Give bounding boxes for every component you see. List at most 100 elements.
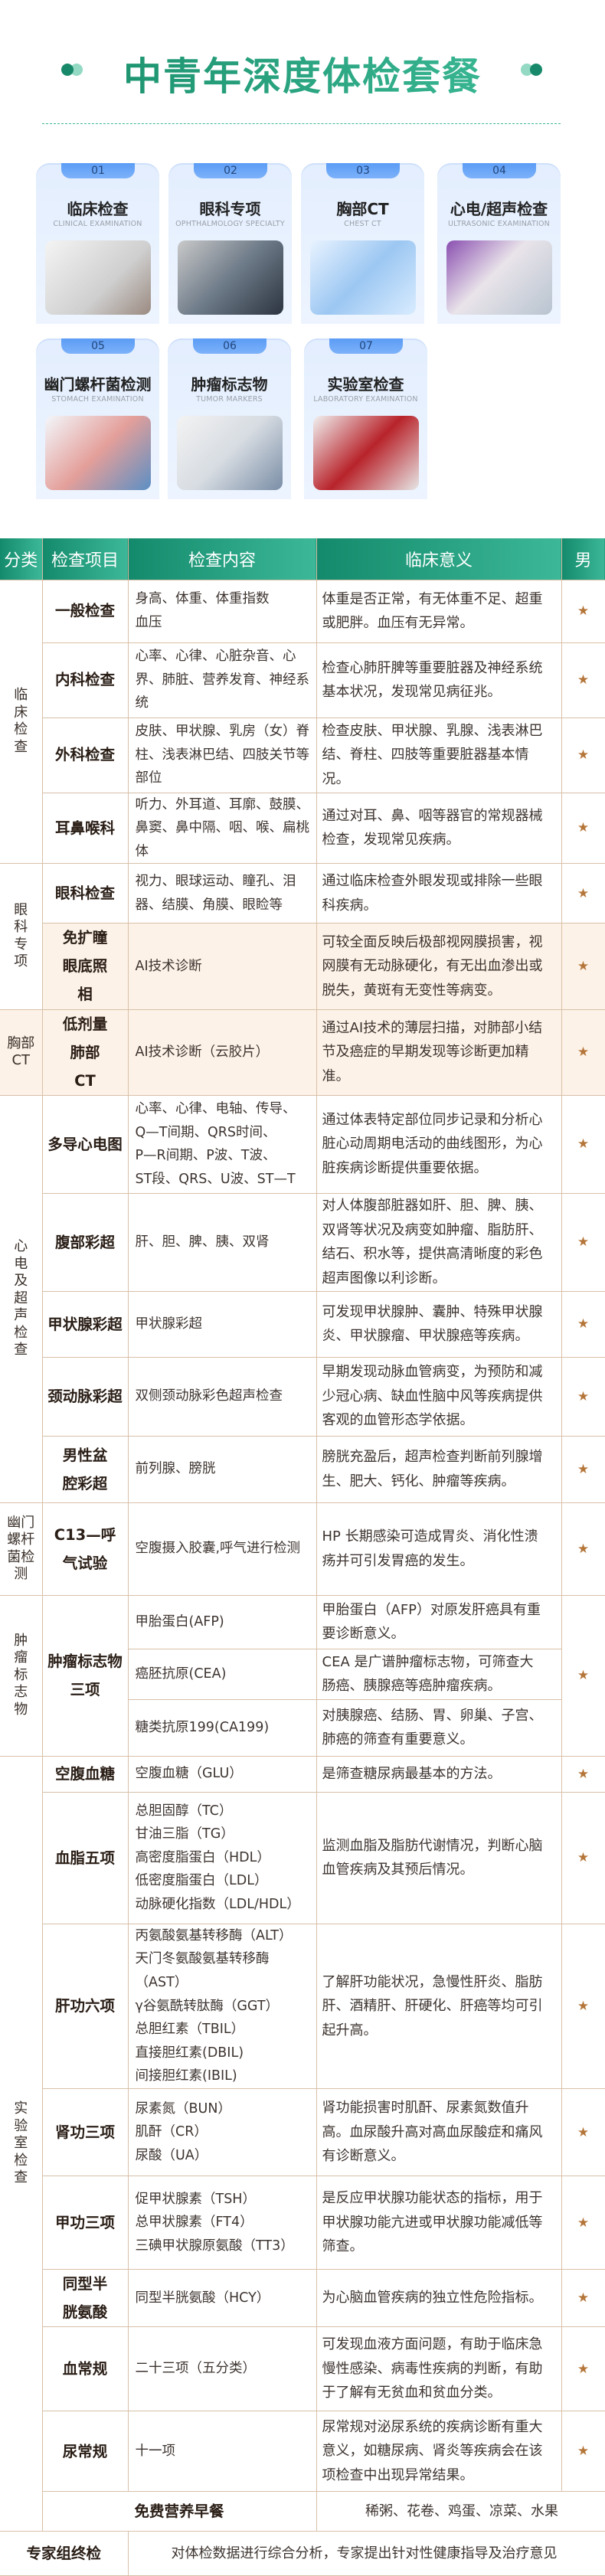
item-label: 甲功三项 xyxy=(54,2214,115,2231)
card-6[interactable]: 06 肿瘤标志物 TUMOR MARKERS xyxy=(168,338,291,499)
star-cell: ★ xyxy=(561,1502,605,1596)
item-cell: 耳鼻喉科 xyxy=(42,792,129,865)
item-label: 免扩瞳眼底照相 xyxy=(62,929,108,1004)
table-row: 肿瘤标志物 肿瘤标志物三项 甲胎蛋白(AFP) 甲胎蛋白（AFP）对原发肝癌具有重要诊… xyxy=(0,1594,605,1757)
item-label: 血脂五项 xyxy=(54,1849,115,1867)
star-icon: ★ xyxy=(577,1461,590,1477)
star-cell: ★ xyxy=(561,923,605,1010)
content-line: 前列腺、膀胱 xyxy=(135,1461,216,1477)
star-icon: ★ xyxy=(577,2444,590,2460)
item-label: 血常规 xyxy=(62,2360,108,2378)
content-line: AI技术诊断（云胶片） xyxy=(135,1044,270,1060)
meaning-cell: 膀胱充盈后，超声检查判断前列腺增生、肥大、钙化、肿瘤等疾病。 xyxy=(316,1435,562,1503)
star-icon: ★ xyxy=(577,672,590,688)
content-line: 甘油三脂（TG） xyxy=(135,1826,234,1842)
card-2[interactable]: 02 眼科专项 OPHTHALMOLOGY SPECIALTY xyxy=(168,163,292,324)
item-cell: 免扩瞳眼底照相 xyxy=(42,923,129,1010)
card-1[interactable]: 01 临床检查 CLINICAL EXAMINATION xyxy=(36,163,159,324)
exam-table: 分类 检查项目 检查内容 临床意义男 临床检查 一般检查 身高、体重、体重指数 血压 体重是否… xyxy=(0,538,605,2576)
card-number: 02 xyxy=(194,163,267,178)
table-row: 男性盆腔彩超 前列腺、膀胱 膀胱充盈后，超声检查判断前列腺增生、肥大、钙化、肿瘤等疾… xyxy=(0,1435,605,1503)
item-label: 肾功三项 xyxy=(54,2123,115,2141)
meaning-cell: HP 长期感染可造成胃炎、消化性溃疡并可引发胃癌的发生。 xyxy=(316,1502,562,1596)
star-cell: ★ xyxy=(561,1356,605,1437)
star-cell: ★ xyxy=(561,1594,605,1757)
meaning-cell: 早期发现动脉血管病变，为预防和减少冠心病、缺血性脑中风等疾病提供客观的血管形态学… xyxy=(316,1356,562,1437)
category-cell: 临床检查 xyxy=(0,579,43,865)
meaning-cell: 对胰腺癌、结肠、胃、卵巢、子宫、肺癌的筛查有重要意义。 xyxy=(316,1698,562,1757)
item-cell: 血常规 xyxy=(42,2326,129,2412)
card-number: 04 xyxy=(463,163,536,178)
star-cell: ★ xyxy=(561,2088,605,2177)
meaning-cell: 通过AI技术的薄层扫描，对肺部小结节及癌症的早期发现等诊断更加精准。 xyxy=(316,1008,562,1096)
item-label: 男性盆腔彩超 xyxy=(62,1446,108,1492)
content-line: 糖类抗原199(CA199) xyxy=(135,1719,270,1735)
star-cell: ★ xyxy=(561,863,605,924)
table-row: 外科检查 皮肤、甲状腺、乳房（女）脊柱、浅表淋巴结、四肢关节等部位 检查皮肤、甲状腺… xyxy=(0,717,605,793)
content-cell: AI技术诊断 xyxy=(127,923,317,1010)
table-row: 免扩瞳眼底照相 AI技术诊断 可较全面反映后极部视网膜损害，视网膜有无动脉硬化，有无… xyxy=(0,923,605,1010)
item-label: 低剂量肺部CT xyxy=(62,1015,108,1090)
item-label: 耳鼻喉科 xyxy=(54,819,115,837)
star-icon: ★ xyxy=(577,2290,590,2306)
content-line: 二十三项（五分类） xyxy=(135,2361,257,2377)
content-line: 皮肤、甲状腺、乳房（女）脊柱、浅表淋巴结、四肢关节等部位 xyxy=(135,724,310,786)
card-number: 01 xyxy=(61,163,135,178)
star-icon: ★ xyxy=(577,1388,590,1404)
header-cell: 临床意义 xyxy=(316,538,562,580)
content-cell: 听力、外耳道、耳廓、鼓膜、鼻窦、鼻中隔、咽、喉、扁桃体 xyxy=(127,792,317,865)
meaning-cell: 为心脑血管疾病的独立性危险指标。 xyxy=(316,2269,562,2328)
meaning-cell: 是筛查糖尿病最基本的方法。 xyxy=(316,1755,562,1793)
content-line: 低密度脂蛋白（LDL） xyxy=(135,1873,268,1889)
star-icon: ★ xyxy=(577,2124,590,2140)
card-7[interactable]: 07 实验室检查 LABORATORY EXAMINATION xyxy=(304,338,427,499)
table-row: 颈动脉彩超 双侧颈动脉彩色超声检查 早期发现动脉血管病变，为预防和减少冠心病、缺血性… xyxy=(0,1356,605,1437)
star-icon: ★ xyxy=(577,820,590,836)
card-subtitle: TUMOR MARKERS xyxy=(196,395,263,404)
content-cell: 肝、胆、脾、胰、双肾 xyxy=(127,1192,317,1292)
extra-label: 专家组终检 xyxy=(0,2531,129,2576)
category-label: 眼科专项 xyxy=(14,901,28,970)
star-icon: ★ xyxy=(577,1998,590,2014)
card-title: 眼科专项 xyxy=(199,200,261,218)
star-cell: ★ xyxy=(561,1755,605,1793)
item-cell: 肾功三项 xyxy=(42,2088,129,2177)
content-line: 心率、心律、电轴、传导、 xyxy=(135,1100,296,1116)
category-label: 心电及超声检查 xyxy=(14,1238,28,1358)
star-cell: ★ xyxy=(561,2326,605,2412)
content-line: 动脉硬化指数（LDL/HDL） xyxy=(135,1897,300,1913)
table-row: 腹部彩超 肝、胆、脾、胰、双肾 对人体腹部脏器如肝、胆、脾、胰、双肾等状况及病变如肿… xyxy=(0,1192,605,1292)
item-label: 同型半胱氨酸 xyxy=(62,2275,108,2322)
meaning-cell: 可发现血液方面问题，有助于临床急慢性感染、病毒性疾病的判断，有助于了解有无贫血和… xyxy=(316,2326,562,2412)
header-cell: 检查内容 xyxy=(128,538,317,580)
star-icon: ★ xyxy=(577,1044,590,1061)
card-4[interactable]: 04 心电/超声检查 ULTRASONIC EXAMINATION xyxy=(437,163,561,324)
item-cell: 血脂五项 xyxy=(42,1791,129,1924)
content-line: P—R间期、P波、T波、 xyxy=(135,1148,276,1164)
content-line: 身高、体重、体重指数 xyxy=(135,591,270,607)
item-cell: 外科检查 xyxy=(42,717,129,793)
item-cell: 颈动脉彩超 xyxy=(42,1356,129,1437)
content-cell: 丙氨酸氨基转移酶（ALT） 天门冬氨酸氨基转移酶（AST） γ谷氨酰转肽酶（GGT）… xyxy=(127,1923,317,2090)
eye-exam-photo xyxy=(178,240,283,315)
card-5[interactable]: 05 幽门螺杆菌检测 STOMACH EXAMINATION xyxy=(36,338,159,499)
content-line: 肝、胆、脾、胰、双肾 xyxy=(135,1234,270,1250)
card-3[interactable]: 03 胸部CT CHEST CT xyxy=(301,163,424,324)
dashed-divider xyxy=(42,123,561,124)
category-cell: 眼科专项 xyxy=(0,863,43,1010)
category-label: 临床检查 xyxy=(14,687,28,755)
content-line: 尿酸（UA） xyxy=(135,2147,208,2163)
page-title: 中青年深度体检套餐 xyxy=(0,46,605,101)
category-label: 肿瘤标志物 xyxy=(14,1632,28,1718)
card-subtitle: CHEST CT xyxy=(344,220,381,228)
star-cell: ★ xyxy=(561,1008,605,1096)
star-icon: ★ xyxy=(577,1136,590,1152)
content-line: 丙氨酸氨基转移酶（ALT） xyxy=(135,1927,293,1943)
test-tubes-photo xyxy=(313,416,419,490)
table-row: 实验室检查 空腹血糖 空腹血糖（GLU） 是筛查糖尿病最基本的方法。 ★ xyxy=(0,1755,605,2532)
table-row: 临床检查 一般检查 身高、体重、体重指数 血压 体重是否正常，有无体重不足、超重或肥胖。… xyxy=(0,579,605,865)
meaning-cell: 监测血脂及脂肪代谢情况，判断心脑血管疾病及其预后情况。 xyxy=(316,1791,562,1924)
item-label: 眼科检查 xyxy=(54,884,115,903)
card-subtitle: STOMACH EXAMINATION xyxy=(51,395,144,404)
card-number: 06 xyxy=(193,338,267,354)
